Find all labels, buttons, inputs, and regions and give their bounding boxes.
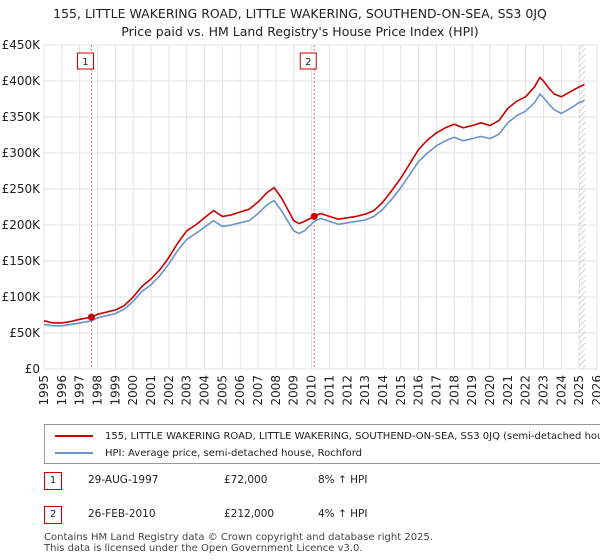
x-tick-label: 2003	[180, 375, 194, 406]
sale-point	[87, 313, 95, 321]
sale-point	[310, 212, 318, 220]
x-tick-label: 1999	[108, 375, 122, 406]
chart-title: 155, LITTLE WAKERING ROAD, LITTLE WAKERI…	[53, 6, 547, 21]
sale-date: 29-AUG-1997	[88, 474, 159, 486]
sale-badge	[76, 52, 94, 70]
x-tick-label: 2009	[287, 375, 301, 406]
sale-hpi-change: 4% ↑ HPI	[318, 508, 368, 520]
sale-price: £212,000	[224, 508, 275, 520]
x-tick-label: 2000	[126, 375, 140, 406]
legend-item-hpi: HPI: Average price, semi-detached house,…	[55, 446, 362, 460]
x-tick-label: 2008	[269, 375, 283, 406]
price-chart: 1 2 £0 £50K £100K £150K £200K £250K £300K £350K £…	[2, 38, 600, 406]
x-tick-label: 2012	[340, 375, 354, 406]
sale-date: 26-FEB-2010	[88, 508, 156, 520]
legend-label-property: 155, LITTLE WAKERING ROAD, LITTLE WAKERI…	[105, 430, 600, 442]
legend-label-hpi: HPI: Average price, semi-detached house,…	[105, 447, 362, 459]
y-tick-label: £400K	[2, 74, 42, 88]
x-tick-label: 1996	[55, 375, 69, 406]
x-tick-label: 2023	[536, 375, 550, 406]
legend-swatch-property	[55, 435, 93, 437]
x-tick-label: 2011	[322, 375, 336, 406]
footer: Contains HM Land Registry data © Crown c…	[44, 532, 433, 554]
y-tick-label: £150K	[2, 254, 42, 268]
sale-badge-label: 1	[82, 57, 88, 68]
x-tick-label: 2005	[215, 375, 229, 406]
x-tick-label: 2019	[465, 375, 479, 406]
sale-badge-label: 2	[305, 57, 311, 68]
x-tick-label: 2001	[144, 375, 158, 406]
x-tick-label: 2024	[554, 375, 568, 406]
x-tick-label: 2006	[233, 375, 247, 406]
sale-marker-label: 1	[44, 472, 62, 490]
y-tick-label: £50K	[9, 326, 41, 340]
x-tick-label: 2021	[501, 375, 515, 406]
sale-hpi-change: 8% ↑ HPI	[318, 474, 368, 486]
x-tick-label: 2017	[429, 375, 443, 406]
y-tick-label: £250K	[2, 182, 42, 196]
x-tick-label: 2022	[519, 375, 533, 406]
x-tick-label: 2010	[305, 375, 319, 406]
sale-row: 1 29-AUG-1997 £72,000 8% ↑ HPI	[44, 472, 444, 490]
footer-copyright: Contains HM Land Registry data © Crown c…	[44, 532, 433, 543]
footer-licence: This data is licensed under the Open Gov…	[44, 543, 363, 554]
y-tick-label: £100K	[2, 290, 42, 304]
legend: 155, LITTLE WAKERING ROAD, LITTLE WAKERI…	[44, 424, 600, 464]
x-tick-label: 2004	[198, 375, 212, 406]
x-tick-label: 2013	[358, 375, 372, 406]
sale-marker-label: 2	[44, 506, 62, 524]
x-tick-label: 1995	[37, 375, 51, 406]
sale-badge	[299, 52, 317, 70]
future-hatch	[579, 45, 586, 369]
legend-swatch-hpi	[55, 452, 93, 454]
legend-item-property: 155, LITTLE WAKERING ROAD, LITTLE WAKERI…	[55, 429, 600, 443]
y-tick-label: £0	[25, 362, 40, 376]
series-line-hpi	[43, 93, 585, 327]
y-tick-label: £200K	[2, 218, 42, 232]
y-tick-label: £350K	[2, 110, 42, 124]
chart-subtitle: Price paid vs. HM Land Registry's House …	[121, 24, 479, 39]
y-tick-label: £300K	[2, 146, 42, 160]
x-tick-label: 1998	[91, 375, 105, 406]
sale-row: 2 26-FEB-2010 £212,000 4% ↑ HPI	[44, 506, 444, 524]
x-tick-label: 2018	[447, 375, 461, 406]
x-tick-label: 2020	[483, 375, 497, 406]
y-tick-label: £450K	[2, 38, 42, 52]
x-tick-label: 2002	[162, 375, 176, 406]
sale-price: £72,000	[224, 474, 268, 486]
x-tick-label: 2026	[590, 375, 600, 406]
x-tick-label: 2007	[251, 375, 265, 406]
x-tick-label: 2016	[412, 375, 426, 406]
x-tick-label: 1997	[73, 375, 87, 406]
x-tick-label: 2025	[572, 375, 586, 406]
x-tick-label: 2015	[394, 375, 408, 406]
x-tick-label: 2014	[376, 375, 390, 406]
